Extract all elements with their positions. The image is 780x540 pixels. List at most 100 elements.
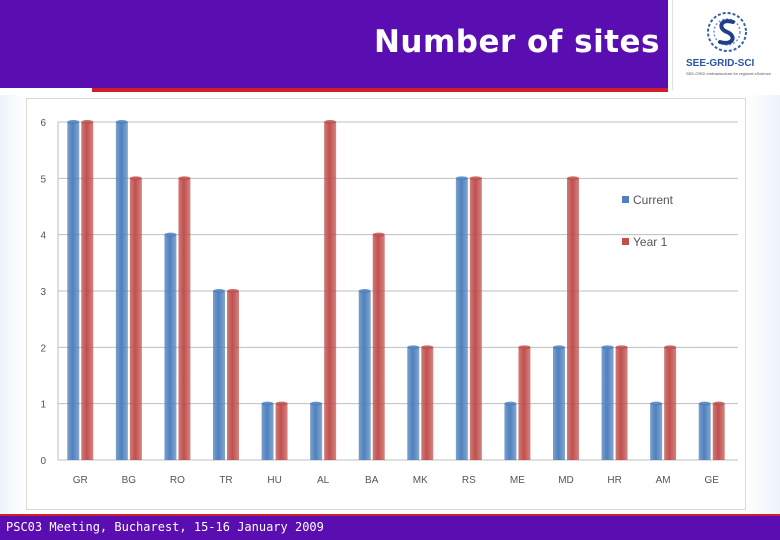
see-grid-logo-icon <box>707 12 747 52</box>
bar-current-am <box>650 401 663 460</box>
category-label: AM <box>656 475 671 486</box>
bar-body <box>129 178 142 460</box>
bar-cap <box>601 345 614 350</box>
bar-current-ro <box>164 232 177 460</box>
header-divider <box>0 88 668 92</box>
bar-body <box>698 403 711 460</box>
bar-year1-ge <box>712 401 725 460</box>
y-tick-label: 3 <box>40 287 46 298</box>
bar-body <box>67 122 80 460</box>
bars <box>67 120 725 460</box>
page-title: Number of sites <box>373 24 660 60</box>
bar-body <box>310 403 323 460</box>
bar-body <box>712 403 725 460</box>
bar-body <box>615 347 628 460</box>
category-label: BG <box>122 475 137 486</box>
logo-name: SEE-GRID-SCI <box>686 58 755 69</box>
bar-body <box>567 178 579 460</box>
bar-body <box>421 347 434 460</box>
bar-year1-me <box>518 345 531 460</box>
bar-cap <box>421 345 434 350</box>
bar-current-md <box>553 345 565 460</box>
y-tick-label: 1 <box>40 400 46 411</box>
category-label: MD <box>558 475 574 486</box>
bar-cap <box>67 120 80 124</box>
y-tick-labels: 0 1 2 3 4 5 6 <box>40 118 46 467</box>
bar-body <box>601 347 614 460</box>
legend: Current Year 1 <box>622 193 674 249</box>
bar-current-hr <box>601 345 614 460</box>
bar-cap <box>553 345 565 350</box>
bar-body <box>504 403 517 460</box>
bar-cap <box>664 345 677 350</box>
bar-cap <box>129 176 142 181</box>
category-label: RS <box>462 475 476 486</box>
bar-cap <box>178 176 191 181</box>
bar-year1-ba <box>372 232 385 460</box>
bar-cap <box>310 401 323 406</box>
bar-year1-hu <box>275 401 288 460</box>
bar-cap <box>504 401 517 406</box>
footer-text: PSC03 Meeting, Bucharest, 15-16 January … <box>6 520 324 534</box>
right-background-shade <box>744 95 780 515</box>
bar-cap <box>213 289 225 293</box>
legend-label-current: Current <box>633 193 674 207</box>
footer-divider <box>0 514 780 517</box>
bar-year1-tr <box>227 289 239 460</box>
bar-chart: 0 1 2 3 4 5 6 GR BG RO TR HU AL BA MK RS ME MD HR AM GE Cur… <box>26 98 746 510</box>
category-label: GE <box>704 475 719 486</box>
bar-current-al <box>310 401 323 460</box>
category-label: HU <box>267 475 281 486</box>
y-tick-label: 4 <box>40 231 46 242</box>
bar-body <box>650 403 663 460</box>
bar-body <box>358 291 371 460</box>
bar-cap <box>615 345 628 350</box>
bar-cap <box>372 232 385 237</box>
bar-year1-am <box>664 345 677 460</box>
category-label: RO <box>170 475 185 486</box>
bar-cap <box>567 176 579 181</box>
category-label: MK <box>413 475 428 486</box>
header-divider-gap <box>0 88 92 92</box>
bar-cap <box>469 176 482 181</box>
bar-current-mk <box>407 345 420 460</box>
bar-body <box>115 122 128 460</box>
footer-bar <box>0 516 780 540</box>
bar-cap <box>324 120 337 124</box>
category-label: HR <box>607 475 621 486</box>
bar-body <box>664 347 677 460</box>
bar-body <box>324 122 337 460</box>
bar-body <box>261 403 274 460</box>
left-background-shade <box>0 95 26 515</box>
bar-current-hu <box>261 401 274 460</box>
bar-body <box>164 234 177 460</box>
legend-label-year1: Year 1 <box>633 235 668 249</box>
chart-container: 0 1 2 3 4 5 6 GR BG RO TR HU AL BA MK RS ME MD HR AM GE Cur… <box>26 98 746 510</box>
logo: SEE-GRID-SCI SEE-GRID eInfrastructure fo… <box>672 0 780 90</box>
bar-year1-mk <box>421 345 434 460</box>
bar-cap <box>115 120 128 124</box>
bar-body <box>518 347 531 460</box>
legend-swatch-current <box>622 196 629 203</box>
bar-current-ba <box>358 289 371 460</box>
logo-tagline: SEE-GRID eInfrastructure for regional eS… <box>686 71 771 76</box>
bar-year1-md <box>567 176 579 460</box>
y-tick-label: 5 <box>40 174 46 185</box>
bar-cap <box>650 401 663 406</box>
category-labels: GR BG RO TR HU AL BA MK RS ME MD HR AM GE <box>73 475 719 486</box>
category-label: AL <box>317 475 330 486</box>
bar-cap <box>712 401 725 406</box>
bar-year1-hr <box>615 345 628 460</box>
bar-current-rs <box>455 176 468 460</box>
bar-body <box>553 347 565 460</box>
bar-cap <box>227 289 239 293</box>
bar-body <box>469 178 482 460</box>
bar-body <box>81 122 94 460</box>
bar-current-me <box>504 401 517 460</box>
bar-cap <box>358 289 371 293</box>
bar-body <box>227 291 239 460</box>
bar-cap <box>407 345 420 350</box>
bar-year1-rs <box>469 176 482 460</box>
y-tick-label: 2 <box>40 343 46 354</box>
bar-body <box>455 178 468 460</box>
